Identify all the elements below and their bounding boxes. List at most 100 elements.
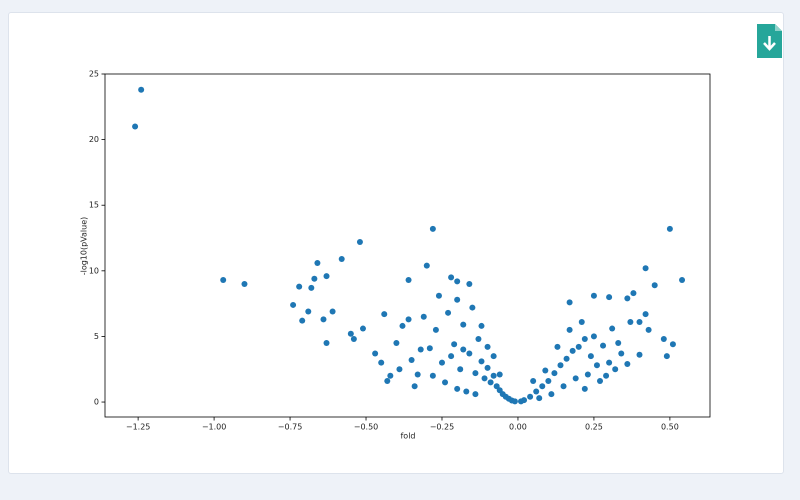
point — [408, 357, 415, 364]
point — [329, 308, 336, 315]
x-tick-label: 0.00 — [509, 423, 527, 432]
point — [241, 280, 248, 287]
point — [578, 318, 585, 325]
y-tick-label: 5 — [94, 332, 99, 341]
x-axis-label: fold — [400, 432, 415, 441]
point — [451, 341, 458, 348]
point — [429, 225, 436, 232]
point — [627, 318, 634, 325]
point — [423, 262, 430, 269]
point — [350, 336, 357, 343]
point — [606, 294, 613, 301]
point — [387, 372, 394, 379]
point — [603, 372, 610, 379]
point — [642, 311, 649, 318]
point — [554, 343, 561, 350]
point — [660, 336, 667, 343]
y-tick-label: 20 — [89, 135, 99, 144]
point — [645, 326, 652, 333]
point — [487, 379, 494, 386]
point — [618, 350, 625, 357]
point — [320, 316, 327, 323]
x-tick-label: −1.25 — [126, 423, 151, 432]
plot-frame — [104, 73, 711, 418]
point — [484, 364, 491, 371]
point — [311, 275, 318, 282]
point — [551, 370, 558, 377]
y-tick-label: 25 — [89, 70, 99, 79]
point — [569, 347, 576, 354]
point — [454, 278, 461, 285]
point — [405, 316, 412, 323]
point — [609, 325, 616, 332]
download-button[interactable] — [757, 24, 782, 58]
point — [220, 277, 227, 284]
point — [624, 295, 631, 302]
point — [651, 282, 658, 289]
point — [448, 353, 455, 360]
point — [478, 322, 485, 329]
point — [511, 398, 518, 405]
panel — [8, 12, 784, 474]
point — [463, 388, 470, 395]
point — [356, 238, 363, 245]
point — [435, 292, 442, 299]
point — [411, 383, 418, 390]
point — [542, 367, 549, 374]
point — [630, 290, 637, 297]
point — [581, 336, 588, 343]
point — [417, 346, 424, 353]
point — [469, 304, 476, 311]
point — [432, 326, 439, 333]
point — [679, 277, 686, 284]
y-axis-label: -log10(pValue) — [80, 217, 89, 276]
point — [642, 265, 649, 272]
point — [666, 225, 673, 232]
point — [566, 299, 573, 306]
point — [597, 378, 603, 385]
point — [466, 280, 473, 287]
x-tick-label: 0.50 — [661, 423, 679, 432]
point — [615, 339, 622, 346]
point — [338, 256, 345, 263]
point — [460, 346, 467, 353]
y-tick-label: 10 — [89, 266, 99, 275]
point — [606, 359, 613, 366]
point — [575, 343, 582, 350]
point — [472, 370, 479, 377]
point — [539, 383, 546, 390]
point — [399, 322, 406, 329]
point — [457, 366, 464, 373]
point — [536, 395, 543, 402]
point — [323, 339, 330, 346]
y-tick-label: 0 — [94, 398, 99, 407]
point — [472, 391, 479, 398]
point — [557, 362, 564, 369]
point — [545, 378, 552, 385]
point — [305, 308, 312, 315]
point — [490, 353, 497, 360]
point — [612, 366, 619, 373]
point — [496, 371, 503, 378]
point — [548, 391, 555, 398]
point — [669, 341, 676, 348]
point — [566, 326, 573, 333]
point — [460, 321, 467, 328]
point — [405, 277, 412, 284]
point — [426, 345, 433, 352]
x-tick-label: −0.75 — [278, 423, 303, 432]
point — [132, 123, 139, 130]
point — [290, 301, 297, 308]
point — [527, 393, 534, 400]
point — [581, 385, 588, 392]
point — [393, 339, 400, 346]
point — [624, 360, 631, 367]
point — [590, 333, 597, 340]
point — [323, 273, 330, 280]
point — [372, 350, 379, 357]
point — [445, 309, 452, 316]
point — [454, 296, 461, 303]
point — [308, 284, 315, 291]
